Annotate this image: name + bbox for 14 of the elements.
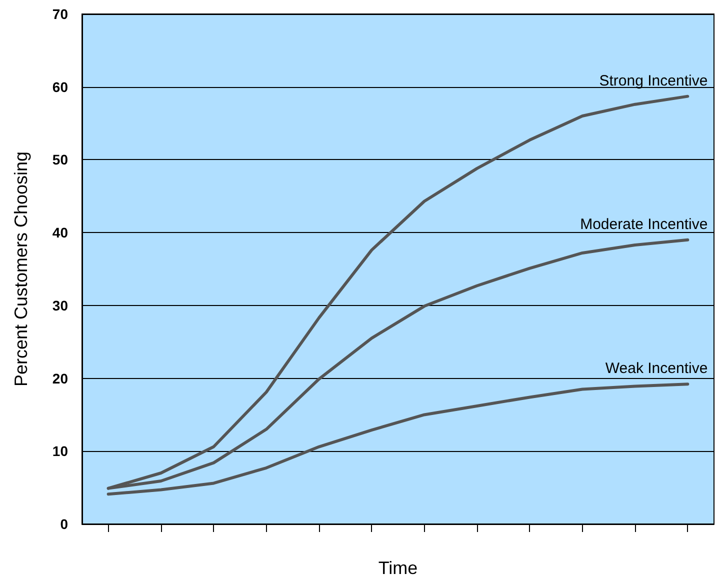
y-tick-label: 60 bbox=[52, 78, 68, 95]
y-tick-label: 10 bbox=[52, 443, 68, 460]
series-label: Strong Incentive bbox=[599, 72, 708, 90]
y-tick-label: 30 bbox=[52, 297, 68, 314]
y-axis-title: Percent Customers Choosing bbox=[11, 151, 31, 387]
line-series bbox=[106, 382, 690, 496]
y-tick-label: 40 bbox=[52, 224, 68, 241]
y-tick-label: 0 bbox=[60, 516, 68, 532]
series-label: Moderate Incentive bbox=[580, 216, 708, 233]
y-tick-label: 50 bbox=[52, 152, 68, 168]
y-tick-label: 20 bbox=[52, 370, 68, 386]
series-label: Weak Incentive bbox=[605, 360, 708, 378]
y-tick-label: 70 bbox=[52, 6, 68, 22]
x-axis-title: Time bbox=[378, 558, 418, 578]
